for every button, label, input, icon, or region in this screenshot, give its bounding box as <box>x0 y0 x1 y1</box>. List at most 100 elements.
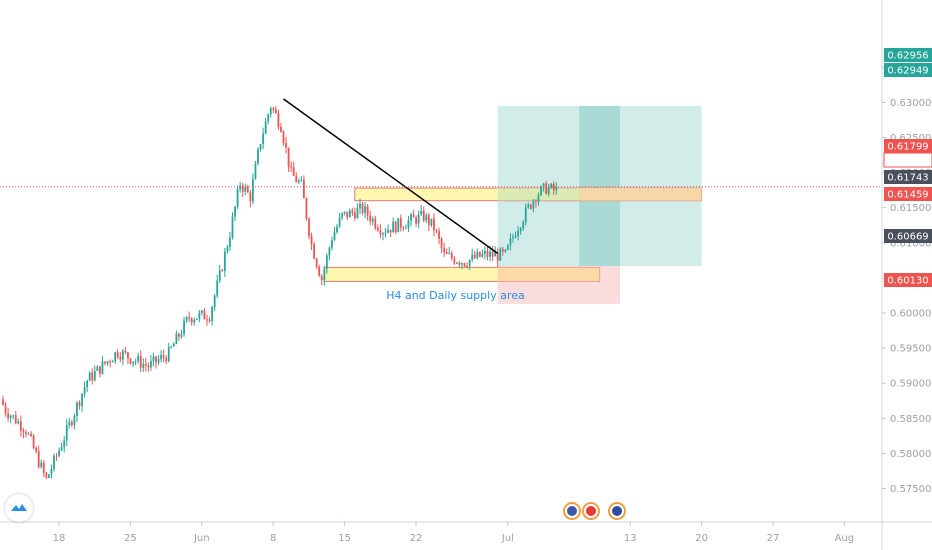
candle-body <box>81 393 83 406</box>
candle-body <box>323 268 326 281</box>
candle-body <box>555 187 558 191</box>
candle-body <box>433 218 435 231</box>
candle-body <box>160 355 162 360</box>
zone-overlap-loss <box>497 267 600 282</box>
candle-body <box>25 432 27 434</box>
candle-body <box>517 231 519 237</box>
candle-body <box>392 221 395 233</box>
candle-body <box>27 433 30 435</box>
candle-body <box>55 455 58 457</box>
candle-body <box>201 310 203 313</box>
candle-body <box>466 266 468 268</box>
candle-body <box>331 240 333 248</box>
candle-body <box>150 360 152 368</box>
candle-body <box>142 363 145 368</box>
candle-body <box>550 183 553 188</box>
candle-body <box>262 133 264 145</box>
candle-body <box>399 218 402 228</box>
candle-body <box>48 474 50 478</box>
candle-body <box>410 214 412 221</box>
candle-body <box>379 230 382 235</box>
candle-body <box>134 361 137 363</box>
candle-body <box>491 251 494 257</box>
candle-body <box>338 217 341 227</box>
candle-body <box>387 229 389 233</box>
candle-body <box>351 210 354 213</box>
candle-body <box>303 179 305 199</box>
candle-body <box>162 355 165 358</box>
candle-body <box>226 246 229 252</box>
x-tick-label: 15 <box>338 533 351 544</box>
x-tick-label: 22 <box>410 533 423 544</box>
candle-body <box>96 366 99 371</box>
candle-body <box>489 251 491 257</box>
candle-body <box>53 455 55 469</box>
candle-body <box>17 421 20 424</box>
candle-body <box>239 185 242 190</box>
candle-body <box>111 361 114 363</box>
candle-body <box>445 252 448 254</box>
candle-body <box>369 215 372 222</box>
candle-body <box>471 254 474 260</box>
candle-body <box>129 358 132 364</box>
candle-body <box>86 380 89 388</box>
candle-body <box>165 357 168 362</box>
y-tick-label: 0.59000 <box>890 379 931 390</box>
candle-body <box>297 180 300 183</box>
candle-body <box>32 435 35 449</box>
candle-body <box>264 121 267 134</box>
y-tick-label: 0.62500 <box>890 133 931 144</box>
candle-body <box>364 206 366 213</box>
candle-body <box>499 248 502 261</box>
y-tick-label: 0.61500 <box>890 203 931 214</box>
x-tick-label: Aug <box>835 533 855 544</box>
candle-body <box>542 183 545 187</box>
candle-body <box>50 468 53 475</box>
candle-body <box>389 229 392 233</box>
candle-body <box>371 218 374 222</box>
candle-body <box>285 143 287 148</box>
event-flag-au-icon[interactable] <box>563 502 581 520</box>
candle-body <box>83 387 86 394</box>
candle-body <box>155 356 157 363</box>
x-tick-label: 27 <box>767 533 780 544</box>
price-badge <box>884 48 932 62</box>
candle-body <box>461 263 463 265</box>
event-flag-nz-icon[interactable] <box>608 502 626 520</box>
y-tick-label: 0.58000 <box>890 449 931 460</box>
candle-body <box>522 222 525 229</box>
candle-body <box>211 307 213 322</box>
candle-body <box>254 163 257 180</box>
candle-body <box>496 252 499 261</box>
candle-body <box>234 206 236 217</box>
candle-body <box>318 266 321 277</box>
x-tick-label: Jun <box>193 533 210 544</box>
candle-body <box>333 232 336 241</box>
candle-body <box>417 214 420 224</box>
candle-body <box>12 415 15 417</box>
candle-body <box>213 295 216 308</box>
candle-body <box>440 238 443 248</box>
candle-body <box>394 221 397 233</box>
candle-body <box>535 200 537 202</box>
candle-body <box>425 215 428 221</box>
candle-body <box>42 462 45 473</box>
candle-body <box>14 415 17 424</box>
candle-body <box>157 359 160 363</box>
zones-layer <box>323 105 703 304</box>
price-badge-label: 0.61799 <box>887 142 928 153</box>
candle-body <box>359 203 361 209</box>
event-flag-ch-icon[interactable] <box>582 502 600 520</box>
candle-body <box>300 179 303 181</box>
candle-body <box>147 365 150 368</box>
candle-body <box>422 210 425 221</box>
tradingview-logo-icon[interactable] <box>5 494 33 522</box>
candle-body <box>504 249 507 252</box>
x-tick-label: 25 <box>124 533 137 544</box>
trend-line[interactable] <box>282 98 499 254</box>
y-tick-label: 0.58500 <box>890 414 931 425</box>
candle-body <box>272 107 275 110</box>
price-badge-label: 0.62949 <box>887 66 928 77</box>
badges-layer: 0.62956 0.62949 0.61799 39:21 0.61743 0.61459… <box>883 48 932 287</box>
